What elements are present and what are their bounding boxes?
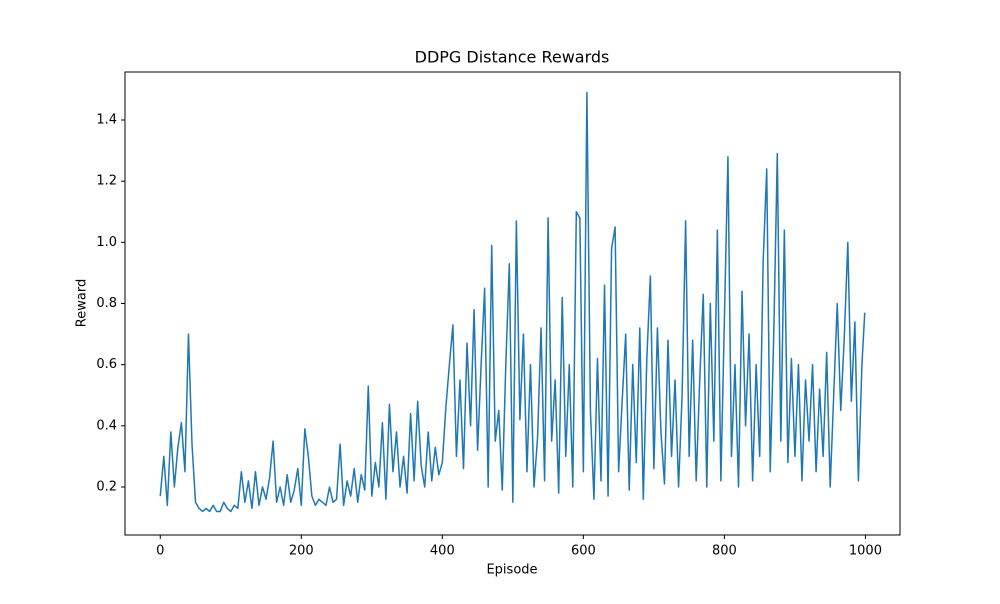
data-line	[159, 91, 866, 513]
x-tick-label: 200	[289, 544, 314, 559]
plot-frame	[124, 71, 901, 536]
y-tick-label: 1.0	[96, 235, 117, 250]
x-tick-label: 1000	[849, 544, 882, 559]
x-tick-label: 800	[712, 544, 737, 559]
y-tick-label: 1.4	[96, 113, 117, 128]
y-tick-label: 0.8	[96, 296, 117, 311]
x-tick-label: 400	[430, 544, 455, 559]
y-tick-label: 0.4	[96, 418, 117, 433]
x-tick-label: 0	[156, 544, 164, 559]
y-tick-label: 1.2	[96, 174, 117, 189]
y-tick-label: 0.2	[96, 479, 117, 494]
chart-title: DDPG Distance Rewards	[415, 48, 610, 67]
x-axis-label: Episode	[486, 563, 537, 578]
x-tick-label: 600	[571, 544, 596, 559]
y-tick-label: 0.6	[96, 357, 117, 372]
y-axis-label: Reward	[75, 279, 90, 327]
